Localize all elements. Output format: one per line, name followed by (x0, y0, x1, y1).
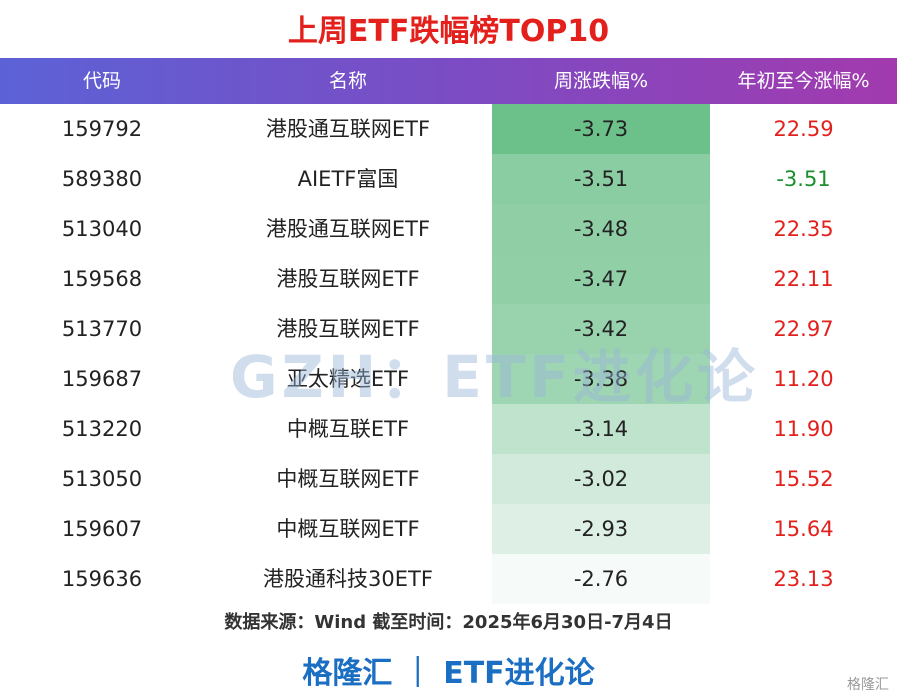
fund-name: 港股通互联网ETF (265, 117, 431, 141)
fund-name: 中概互联网ETF (276, 517, 420, 541)
table-body: 159792 港股通互联网ETF -3.73 22.59 589380 AIETF富国 -3… (0, 104, 897, 604)
fund-name: 中概互联网ETF (276, 467, 420, 491)
fund-name: 中概互联ETF (286, 417, 410, 441)
weekly-change: -3.47 (492, 254, 710, 304)
column-header: 代码 (82, 70, 121, 92)
weekly-change: -3.51 (492, 154, 710, 204)
source-note: 数据来源：Wind 截至时间：2025年6月30日-7月4日 (224, 612, 673, 633)
weekly-change: -3.48 (492, 204, 710, 254)
fund-name: 港股通互联网ETF (265, 217, 431, 241)
fund-name: 亚太精选ETF (286, 367, 410, 391)
ytd-change: 22.59 (773, 117, 834, 141)
weekly-change: -2.93 (492, 504, 710, 554)
code: 513050 (61, 467, 143, 491)
column-header: 名称 (328, 70, 367, 92)
weekly-change: -3.73 (492, 104, 710, 154)
ytd-change: 11.20 (773, 367, 834, 391)
fund-name: AIETF富国 (297, 167, 399, 191)
ytd-change: 22.35 (773, 217, 834, 241)
weekly-change: -3.42 (492, 304, 710, 354)
ytd-change: 11.90 (773, 417, 834, 441)
ytd-change: 22.97 (773, 317, 834, 341)
weekly-change: -3.02 (492, 454, 710, 504)
code: 159568 (61, 267, 143, 291)
watermark: GZH：ETF进化论 (230, 343, 760, 411)
fund-name: 港股互联网ETF (276, 267, 420, 291)
fund-name: 港股互联网ETF (276, 317, 420, 341)
code: 513770 (61, 317, 143, 341)
ytd-change: 22.11 (773, 267, 834, 291)
column-header: 年初至今涨幅% (737, 70, 870, 92)
weekly-change: -3.38 (492, 354, 710, 404)
fund-name: 港股通科技30ETF (263, 567, 433, 591)
ytd-change: 15.52 (773, 467, 834, 491)
corner-logo: 格隆汇 (847, 677, 889, 693)
title: 上周ETF跌幅榜TOP10 (287, 14, 610, 49)
code: 513220 (61, 417, 143, 441)
code: 513040 (61, 217, 143, 241)
column-header: 周涨跌幅% (553, 70, 649, 92)
code: 159636 (61, 567, 143, 591)
code: 589380 (61, 167, 143, 191)
code: 159792 (61, 117, 143, 141)
weekly-change: -3.14 (492, 404, 710, 454)
ytd-change: 23.13 (773, 567, 834, 591)
code: 159607 (61, 517, 143, 541)
footer-brand: 格隆汇 ｜ ETF进化论 (302, 656, 595, 691)
ytd-change: -3.51 (776, 167, 831, 191)
ytd-change: 15.64 (773, 517, 834, 541)
table-header: 代码 名称 周涨跌幅% 年初至今涨幅% (0, 58, 897, 104)
weekly-change: -2.76 (492, 554, 710, 604)
code: 159687 (61, 367, 143, 391)
